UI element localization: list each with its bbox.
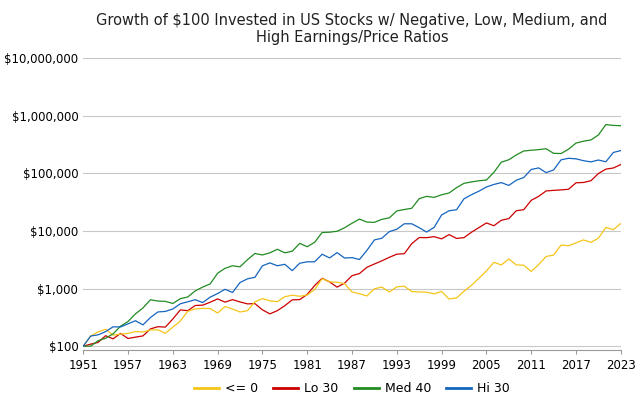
Hi 30 xyxy=(199,300,207,305)
Hi 30 xyxy=(348,255,356,260)
Legend: <= 0, Lo 30, Med 40, Hi 30: <= 0, Lo 30, Med 40, Hi 30 xyxy=(189,377,515,400)
Med 40 xyxy=(79,344,87,349)
Med 40 xyxy=(356,217,364,222)
Med 40 xyxy=(550,151,557,156)
Title: Growth of $100 Invested in US Stocks w/ Negative, Low, Medium, and
High Earnings: Growth of $100 Invested in US Stocks w/ … xyxy=(96,13,608,45)
<= 0 xyxy=(79,344,87,349)
<= 0 xyxy=(527,269,535,274)
Lo 30 xyxy=(527,198,535,203)
Lo 30 xyxy=(542,188,550,193)
Hi 30 xyxy=(542,170,550,175)
Line: Lo 30: Lo 30 xyxy=(83,164,621,346)
Lo 30 xyxy=(348,273,356,278)
<= 0 xyxy=(617,221,625,226)
Med 40 xyxy=(266,250,274,255)
Lo 30 xyxy=(564,187,572,192)
Med 40 xyxy=(572,140,580,145)
Line: Hi 30: Hi 30 xyxy=(83,150,621,346)
Lo 30 xyxy=(259,307,266,312)
Line: Med 40: Med 40 xyxy=(83,124,621,346)
Med 40 xyxy=(617,123,625,128)
Lo 30 xyxy=(199,303,207,308)
Line: <= 0: <= 0 xyxy=(83,223,621,346)
<= 0 xyxy=(348,290,356,295)
Med 40 xyxy=(206,281,214,286)
Med 40 xyxy=(87,344,95,349)
Med 40 xyxy=(602,122,610,127)
Hi 30 xyxy=(617,148,625,153)
<= 0 xyxy=(542,254,550,259)
Lo 30 xyxy=(79,344,87,349)
Hi 30 xyxy=(527,167,535,172)
Lo 30 xyxy=(617,162,625,167)
Med 40 xyxy=(535,147,543,152)
<= 0 xyxy=(199,306,207,311)
<= 0 xyxy=(259,296,266,301)
<= 0 xyxy=(564,243,572,248)
Hi 30 xyxy=(259,263,266,268)
Hi 30 xyxy=(79,344,87,349)
Hi 30 xyxy=(564,156,572,161)
